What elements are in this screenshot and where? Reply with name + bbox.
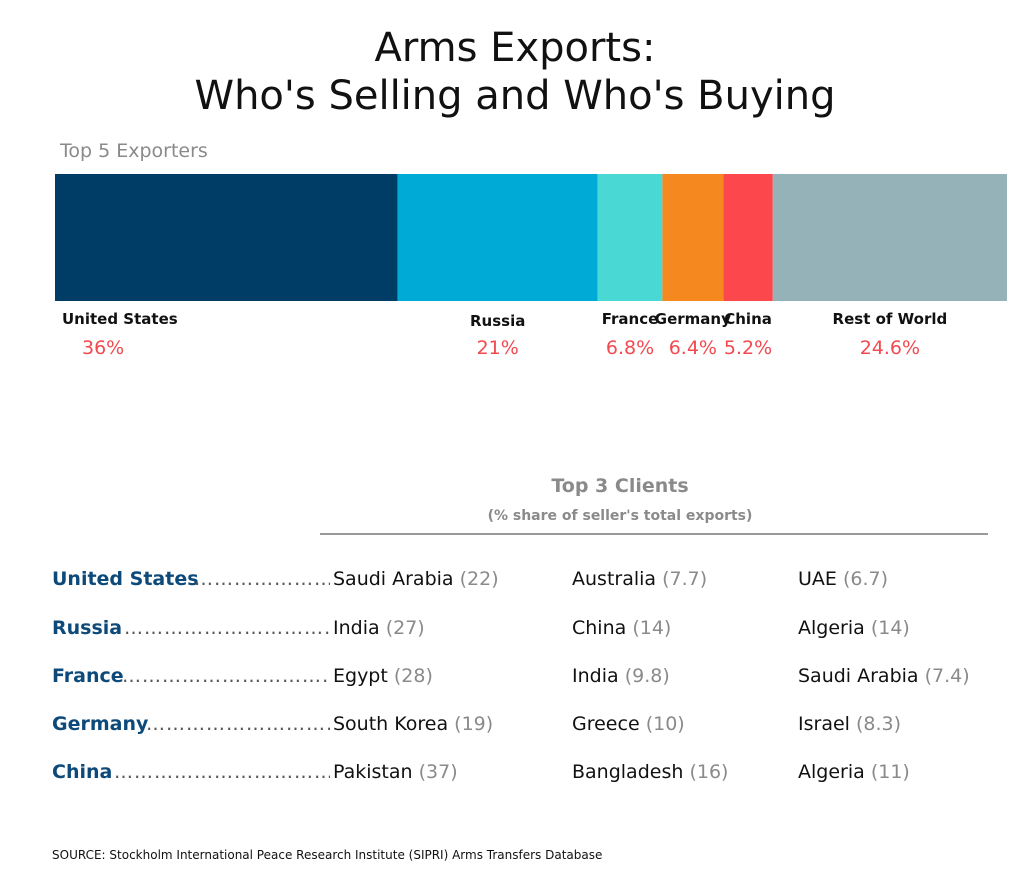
exporter-label: France xyxy=(602,310,659,328)
client-share: (11) xyxy=(870,761,910,783)
client-1: India (27) xyxy=(333,617,425,639)
client-name: Pakistan xyxy=(333,761,413,783)
client-share: (27) xyxy=(385,617,425,639)
bar-segment-germany xyxy=(662,174,724,301)
client-name: Egypt xyxy=(333,665,388,687)
client-share: (7.4) xyxy=(924,665,970,687)
client-share: (14) xyxy=(632,617,672,639)
client-name: Algeria xyxy=(798,617,865,639)
client-share: (28) xyxy=(393,665,433,687)
bar-segment-russia xyxy=(397,174,598,301)
exporter-share-label: 21% xyxy=(477,337,519,359)
dot-leader: ………………………………………………… xyxy=(122,665,330,687)
exporter-share-label: 6.4% xyxy=(669,337,717,359)
clients-divider xyxy=(320,533,988,535)
dot-leader: …………………………………………………… xyxy=(114,761,330,783)
client-share: (14) xyxy=(870,617,910,639)
dot-leader: ………………………………………… xyxy=(146,713,330,735)
dot-leader: …………………………………… xyxy=(194,568,330,590)
client-2: Bangladesh (16) xyxy=(572,761,728,783)
client-2: Australia (7.7) xyxy=(572,568,707,590)
exporter-share-label: 5.2% xyxy=(724,337,772,359)
client-3: Algeria (11) xyxy=(798,761,910,783)
client-name: Saudi Arabia xyxy=(798,665,919,687)
seller-name: Germany xyxy=(52,713,149,735)
client-2: Greece (10) xyxy=(572,713,685,735)
client-share: (7.7) xyxy=(662,568,708,590)
seller-name: United States xyxy=(52,568,199,590)
client-name: India xyxy=(572,665,619,687)
bar-segment-france xyxy=(597,174,663,301)
seller-name: Russia xyxy=(52,617,123,639)
client-name: Australia xyxy=(572,568,657,590)
client-share: (16) xyxy=(689,761,729,783)
client-name: Israel xyxy=(798,713,850,735)
seller-name: China xyxy=(52,761,113,783)
client-2: China (14) xyxy=(572,617,671,639)
exporters-stacked-bar: United States 36% Russia 21% France 6.8%Germa… xyxy=(55,174,1007,359)
seller-name: France xyxy=(52,665,124,687)
client-1: Saudi Arabia (22) xyxy=(333,568,499,590)
clients-title: Top 3 Clients xyxy=(551,475,689,497)
clients-subtitle: (% share of seller's total exports) xyxy=(487,508,753,524)
client-1: South Korea (19) xyxy=(333,713,493,735)
client-name: Greece xyxy=(572,713,640,735)
exporter-label: Russia xyxy=(470,312,525,330)
exporter-label: China xyxy=(724,310,772,328)
client-row-france: France ………………………………………………… Egypt (28) In… xyxy=(0,665,1030,697)
client-3: Israel (8.3) xyxy=(798,713,901,735)
client-share: (37) xyxy=(418,761,458,783)
exporter-share-label: 36% xyxy=(82,337,124,359)
client-row-china: China …………………………………………………… Pakistan (37)… xyxy=(0,761,1030,793)
client-1: Pakistan (37) xyxy=(333,761,458,783)
client-3: Saudi Arabia (7.4) xyxy=(798,665,970,687)
exporter-share-label: 24.6% xyxy=(860,337,920,359)
bar-segment-united-states xyxy=(55,174,398,301)
client-row-germany: Germany ………………………………………… South Korea (19… xyxy=(0,713,1030,745)
chart-title-line-2: Who's Selling and Who's Buying xyxy=(194,73,836,119)
chart-title-line-1: Arms Exports: xyxy=(374,25,656,71)
client-name: Algeria xyxy=(798,761,865,783)
exporter-label: Rest of World xyxy=(833,310,948,328)
client-share: (6.7) xyxy=(842,568,889,590)
exporter-label: Germany xyxy=(655,310,731,328)
client-row-russia: Russia ………………………………………………… India (27) Ch… xyxy=(0,617,1030,649)
client-name: China xyxy=(572,617,627,639)
client-row-united-states: United States …………………………………… Saudi Arabi… xyxy=(0,568,1030,600)
bar-segment-rest-of-world xyxy=(772,174,1007,301)
client-share: (9.8) xyxy=(624,665,670,687)
exporter-share-label: 6.8% xyxy=(606,337,654,359)
client-name: South Korea xyxy=(333,713,449,735)
client-3: Algeria (14) xyxy=(798,617,910,639)
source-note: SOURCE: Stockholm International Peace Re… xyxy=(52,848,603,862)
client-name: UAE xyxy=(798,568,837,590)
client-share: (19) xyxy=(454,713,494,735)
client-name: India xyxy=(333,617,380,639)
client-name: Bangladesh xyxy=(572,761,684,783)
exporter-label: United States xyxy=(62,310,178,328)
client-1: Egypt (28) xyxy=(333,665,433,687)
client-share: (22) xyxy=(459,568,499,590)
client-name: Saudi Arabia xyxy=(333,568,454,590)
exporters-heading: Top 5 Exporters xyxy=(60,140,208,162)
client-3: UAE (6.7) xyxy=(798,568,888,590)
bar-segment-china xyxy=(723,174,773,301)
client-2: India (9.8) xyxy=(572,665,670,687)
dot-leader: ………………………………………………… xyxy=(124,617,330,639)
client-share: (10) xyxy=(645,713,685,735)
client-share: (8.3) xyxy=(855,713,902,735)
